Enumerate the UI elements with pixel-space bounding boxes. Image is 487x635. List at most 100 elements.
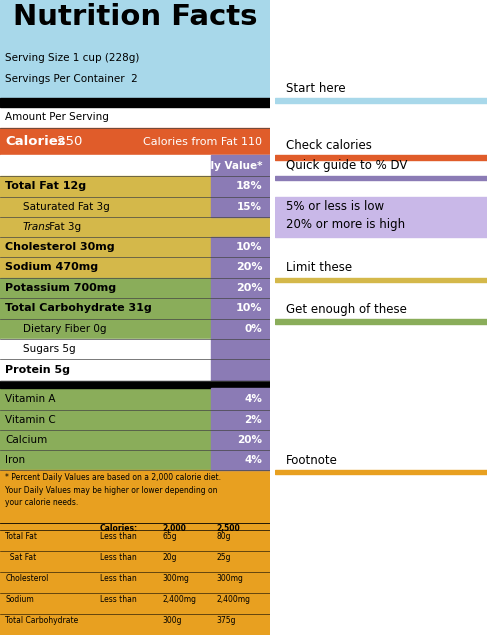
Text: 20%: 20% [237, 435, 262, 444]
Bar [211, 359, 270, 381]
Text: Less than: Less than [100, 574, 137, 583]
Text: 375g: 375g [216, 616, 236, 625]
Bar [0, 0, 270, 98]
Text: Cholesterol 30mg: Cholesterol 30mg [5, 243, 115, 252]
Text: Servings Per Container  2: Servings Per Container 2 [5, 74, 138, 84]
Bar [0, 217, 270, 237]
Text: % Daily Value*: % Daily Value* [177, 161, 262, 171]
Text: Check calories: Check calories [286, 139, 372, 152]
Text: Serving Size 1 cup (228g): Serving Size 1 cup (228g) [5, 53, 140, 63]
Text: Calcium: Calcium [5, 435, 48, 444]
Text: 80g: 80g [216, 532, 231, 541]
Text: Less than: Less than [100, 595, 137, 604]
Bar [0, 359, 270, 381]
Text: Total Fat: Total Fat [5, 532, 37, 541]
Bar [211, 176, 270, 197]
Bar [211, 430, 270, 450]
Bar [211, 156, 270, 176]
Text: Total Carbohydrate 31g: Total Carbohydrate 31g [5, 304, 152, 314]
Text: Saturated Fat 3g: Saturated Fat 3g [23, 202, 110, 212]
Text: Potassium 700mg: Potassium 700mg [5, 283, 116, 293]
Bar [0, 319, 270, 339]
Text: 0%: 0% [244, 324, 262, 334]
Bar [0, 128, 270, 156]
Bar [0, 98, 270, 107]
Text: 10%: 10% [236, 304, 262, 314]
Bar [275, 470, 487, 474]
Text: 4%: 4% [244, 394, 262, 404]
Text: 300mg: 300mg [162, 574, 189, 583]
Text: Calories:: Calories: [100, 524, 138, 533]
Bar [211, 197, 270, 217]
Text: Total Carbohydrate: Total Carbohydrate [5, 616, 79, 625]
Text: 20%: 20% [236, 262, 262, 272]
Bar [0, 176, 270, 197]
Text: 2,400mg: 2,400mg [162, 595, 196, 604]
Text: Cholesterol: Cholesterol [5, 574, 49, 583]
Bar [0, 450, 270, 470]
Bar [211, 410, 270, 430]
Bar [211, 450, 270, 470]
Text: 2,400mg: 2,400mg [216, 595, 250, 604]
Bar [0, 257, 270, 277]
Text: 20g: 20g [162, 553, 177, 562]
Text: Sugars 5g: Sugars 5g [23, 344, 75, 354]
Bar [0, 197, 270, 217]
Text: Less than: Less than [100, 532, 137, 541]
Bar [0, 277, 270, 298]
Text: 2,000: 2,000 [162, 524, 186, 533]
Text: 5% or less is low
20% or more is high: 5% or less is low 20% or more is high [286, 200, 405, 231]
Bar [0, 107, 270, 128]
Text: 10%: 10% [236, 243, 262, 252]
Bar [0, 339, 270, 359]
Text: Sodium 470mg: Sodium 470mg [5, 262, 98, 272]
Text: 300mg: 300mg [216, 574, 243, 583]
Text: 25g: 25g [216, 553, 231, 562]
Text: Trans: Trans [23, 222, 51, 232]
Text: Vitamin A: Vitamin A [5, 394, 56, 404]
Bar [275, 98, 487, 103]
Bar [0, 156, 270, 176]
Bar [275, 156, 487, 160]
Text: Vitamin C: Vitamin C [5, 415, 56, 425]
Bar [211, 298, 270, 319]
Bar [275, 197, 487, 237]
Text: 2,500: 2,500 [216, 524, 240, 533]
Bar [0, 430, 270, 450]
Text: * Percent Daily Values are based on a 2,000 calorie diet.
Your Daily Values may : * Percent Daily Values are based on a 2,… [5, 473, 222, 507]
Bar [211, 319, 270, 339]
Bar [275, 176, 487, 180]
Text: Start here: Start here [286, 83, 345, 95]
Text: 65g: 65g [162, 532, 177, 541]
Text: 18%: 18% [236, 182, 262, 191]
Bar [0, 237, 270, 257]
Text: Quick guide to % DV: Quick guide to % DV [286, 159, 407, 171]
Bar [211, 339, 270, 359]
Text: Dietary Fiber 0g: Dietary Fiber 0g [23, 324, 107, 334]
Bar [275, 277, 487, 282]
Bar [0, 298, 270, 319]
Bar [0, 388, 270, 410]
Text: Fat 3g: Fat 3g [46, 222, 81, 232]
Text: 4%: 4% [244, 455, 262, 465]
Text: Total Fat 12g: Total Fat 12g [5, 182, 87, 191]
Text: 250: 250 [57, 135, 82, 149]
Text: Limit these: Limit these [286, 262, 352, 274]
Text: Nutrition Facts: Nutrition Facts [13, 3, 258, 31]
Text: Less than: Less than [100, 553, 137, 562]
Text: Get enough of these: Get enough of these [286, 303, 407, 316]
Bar [211, 257, 270, 277]
Bar [211, 237, 270, 257]
Text: Amount Per Serving: Amount Per Serving [5, 112, 109, 123]
Bar [0, 381, 270, 388]
Text: Iron: Iron [5, 455, 25, 465]
Bar [0, 470, 270, 635]
Text: Sodium: Sodium [5, 595, 34, 604]
Bar [211, 277, 270, 298]
Text: Protein 5g: Protein 5g [5, 365, 71, 375]
Text: 20%: 20% [236, 283, 262, 293]
Text: Calories: Calories [5, 135, 66, 149]
Bar [0, 410, 270, 430]
Text: 15%: 15% [237, 202, 262, 212]
Bar [275, 319, 487, 324]
